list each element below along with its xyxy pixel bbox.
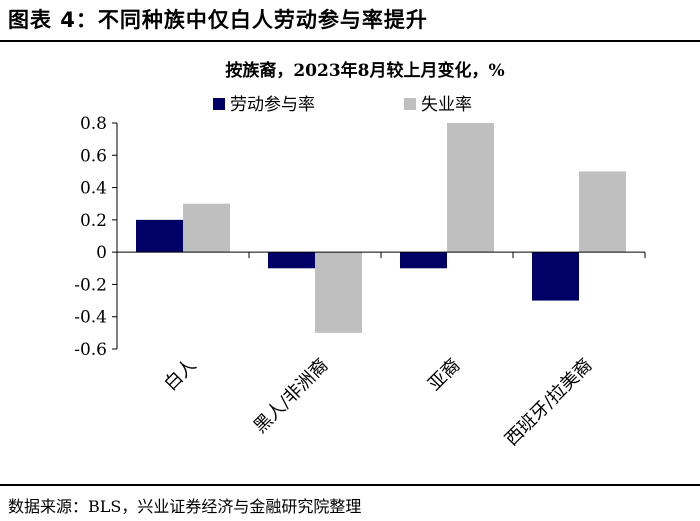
y-axis: 0.8 0.6 0.4 0.2 0 -0.2 -0.4 -0.6 <box>74 114 118 360</box>
x-category-label: 西班牙/拉美裔 <box>501 355 597 451</box>
y-tick-label: 0.4 <box>80 179 107 199</box>
source-note: 数据来源：BLS，兴业证券经济与金融研究院整理 <box>8 497 362 516</box>
title-rule <box>0 40 700 42</box>
y-tick-label: -0.4 <box>74 308 107 328</box>
bar-labor-participation <box>268 252 315 269</box>
y-tick-label: 0 <box>96 243 107 263</box>
x-category-label: 黑人/非洲裔 <box>250 355 333 438</box>
bar-labor-participation <box>532 252 579 301</box>
bar-unemployment <box>315 252 362 333</box>
legend: 劳动参与率 失业率 <box>213 95 472 115</box>
source-rule <box>0 484 700 486</box>
y-tick-label: 0.2 <box>80 211 107 231</box>
bar-labor-participation <box>400 252 447 269</box>
y-tick-label: 0.8 <box>80 114 107 134</box>
legend-swatch-unemployment <box>404 98 416 110</box>
bar-chart: 按族裔，2023年8月较上月变化，% 劳动参与率 失业率 0.80.60.40.… <box>74 60 646 451</box>
y-tick-label: -0.2 <box>74 275 107 295</box>
bar-unemployment <box>447 123 494 253</box>
y-tick-label: 0.6 <box>80 146 107 166</box>
bar-unemployment <box>579 171 626 253</box>
bar-labor-participation <box>136 219 183 253</box>
legend-label-labor: 劳动参与率 <box>230 95 315 115</box>
bar-unemployment <box>183 203 230 253</box>
figure-title: 图表 4：不同种族中仅白人劳动参与率提升 <box>8 8 428 32</box>
x-category-label: 亚裔 <box>424 355 464 395</box>
x-category-label: 白人 <box>160 355 200 395</box>
y-tick-label: -0.6 <box>74 340 107 360</box>
chart-title: 按族裔，2023年8月较上月变化，% <box>225 60 504 81</box>
legend-label-unemployment: 失业率 <box>421 95 472 115</box>
legend-swatch-labor <box>213 98 225 110</box>
bars <box>136 123 626 333</box>
